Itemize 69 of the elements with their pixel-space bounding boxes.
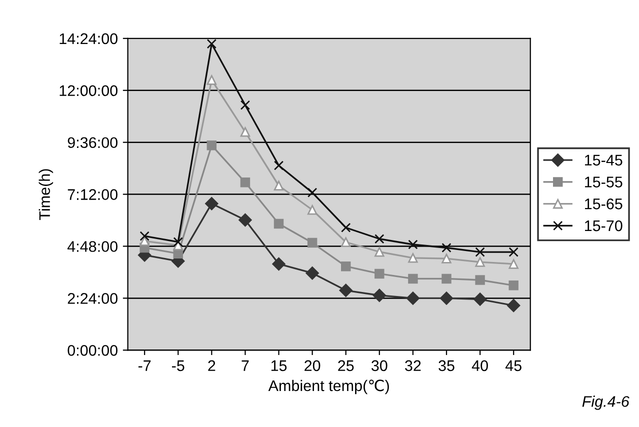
point	[508, 280, 518, 290]
y-tick-label: 2:24:00	[68, 293, 118, 304]
y-tick-label: 7:12:00	[68, 189, 118, 200]
point	[206, 38, 217, 49]
point	[408, 274, 418, 284]
x-tick-label: 32	[405, 360, 421, 372]
x-tick-label: 45	[505, 360, 522, 372]
point	[274, 160, 284, 170]
point	[473, 292, 487, 306]
point	[374, 234, 384, 244]
point	[272, 257, 286, 271]
point	[442, 274, 452, 284]
x-tick-label: 25	[338, 360, 354, 372]
point	[442, 254, 452, 264]
point	[340, 237, 351, 247]
point	[475, 257, 485, 267]
point	[475, 275, 485, 285]
point	[442, 242, 452, 253]
point	[475, 247, 485, 257]
x-tick-label: -7	[138, 360, 151, 371]
point	[140, 231, 150, 241]
y-tick-label: 14:24:00	[60, 33, 118, 44]
point	[206, 140, 217, 150]
x-tick-label: 2	[208, 360, 216, 371]
point	[205, 197, 218, 210]
point	[206, 75, 217, 85]
legend-label: 15-70	[585, 220, 622, 232]
legend-label: 15-55	[585, 176, 622, 188]
y-axis-title: Time(h)	[38, 169, 54, 220]
x-tick-label: 15	[271, 360, 287, 372]
y-tick-label: 4:48:00	[67, 241, 118, 252]
point	[374, 268, 384, 279]
point	[240, 127, 250, 137]
x-tick-label: 35	[438, 360, 454, 372]
point	[140, 236, 150, 246]
point	[307, 188, 318, 198]
y-tick-label: 9:36:00	[68, 137, 118, 148]
point	[240, 178, 250, 188]
legend-label: 15-45	[585, 154, 622, 166]
point	[508, 247, 518, 257]
y-tick-label: 12:00:00	[60, 85, 118, 96]
x-tick-label: 20	[304, 360, 320, 372]
point	[507, 298, 520, 312]
point	[307, 205, 318, 215]
point	[340, 222, 351, 232]
point	[340, 262, 351, 272]
point	[440, 292, 454, 305]
point	[173, 237, 183, 247]
point	[274, 180, 284, 190]
point	[306, 266, 319, 280]
x-tick-label: 40	[472, 360, 488, 372]
x-tick-label: 30	[371, 360, 388, 372]
y-tick-label: 0:00:00	[68, 345, 118, 356]
point	[240, 100, 250, 110]
point	[508, 259, 518, 269]
point	[408, 240, 418, 250]
x-axis-title: Ambient temp(℃)	[268, 380, 389, 394]
point	[307, 238, 318, 248]
point	[372, 288, 386, 302]
caption: Fig.4-6	[582, 396, 630, 410]
point	[406, 292, 420, 305]
point	[274, 218, 284, 229]
legend-label: 15-65	[585, 198, 622, 210]
point	[238, 213, 252, 227]
x-tick-label: -5	[172, 360, 184, 372]
x-tick-label: 7	[242, 360, 249, 371]
point	[408, 253, 418, 263]
point	[339, 284, 352, 297]
point	[374, 247, 384, 257]
